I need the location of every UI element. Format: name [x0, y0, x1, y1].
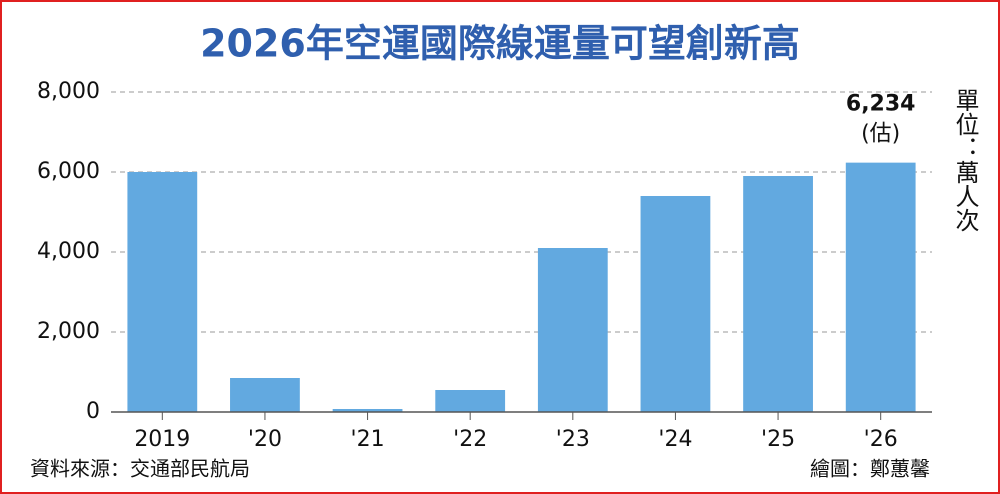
y-tick-label: 6,000 [37, 159, 100, 184]
value-label: 6,234 [846, 92, 916, 117]
chart-title: 2026年空運國際線運量可望創新高 [200, 22, 800, 66]
annotation: (估) [861, 122, 900, 147]
x-tick-label: '21 [351, 427, 385, 452]
y-tick-label: 8,000 [37, 79, 100, 104]
bar [640, 196, 711, 412]
x-tick-label: 2019 [134, 427, 190, 452]
bar [332, 409, 403, 412]
bar [537, 248, 608, 412]
y-tick-label: 4,000 [37, 239, 100, 264]
bar [435, 390, 506, 412]
y-tick-label: 0 [86, 399, 100, 424]
y-tick-label: 2,000 [37, 319, 100, 344]
x-tick-label: '20 [248, 427, 282, 452]
x-tick-label: '25 [761, 427, 795, 452]
source: 資料來源：交通部民航局 [30, 457, 250, 481]
bar [845, 162, 916, 412]
unit-label: 單位：萬人次 [951, 88, 979, 232]
bar [230, 378, 300, 412]
x-tick-label: '26 [864, 427, 898, 452]
bar [127, 172, 198, 412]
x-tick-label: '23 [556, 427, 590, 452]
x-tick-label: '22 [453, 427, 487, 452]
bar [743, 176, 813, 412]
credit: 繪圖：鄭蕙馨 [810, 457, 930, 481]
x-tick-label: '24 [658, 427, 692, 452]
